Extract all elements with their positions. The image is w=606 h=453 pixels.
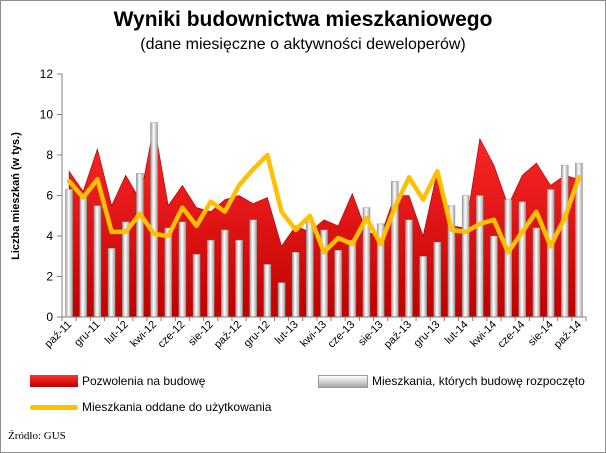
bar-started-gru-11 bbox=[93, 205, 102, 318]
x-tick-label-lut-14: lut-14 bbox=[443, 319, 471, 347]
legend-item-completed: Mieszkania oddane do użytkowania bbox=[30, 400, 271, 414]
x-tick-label-cze-14: cze-14 bbox=[496, 319, 528, 351]
legend-item-started: Mieszkania, których budowę rozpoczęto bbox=[318, 374, 585, 388]
legend-swatch-completed bbox=[30, 404, 78, 410]
bar-started-mar-14 bbox=[476, 195, 484, 318]
bar-started-sie-12 bbox=[206, 239, 215, 318]
x-tick-label-sie-14: sie-14 bbox=[526, 319, 556, 349]
x-tick-label-kwi-14: kwi-14 bbox=[468, 319, 499, 350]
bar-started-lis-12 bbox=[249, 219, 257, 318]
x-tick-label-paź-12: paź-12 bbox=[212, 319, 244, 351]
bar-started-paź-12 bbox=[235, 239, 243, 318]
y-tick-label-6: 6 bbox=[46, 189, 53, 203]
bar-started-maj-13 bbox=[334, 249, 342, 318]
bar-started-wrz-12 bbox=[221, 229, 229, 318]
legend-item-permits: Pozwolenia na budowę bbox=[30, 374, 205, 388]
x-tick-label-paź-13: paź-13 bbox=[382, 319, 414, 351]
y-tick-label-4: 4 bbox=[46, 229, 53, 243]
x-tick-label-cze-13: cze-13 bbox=[326, 319, 358, 351]
bar-started-gru-13 bbox=[433, 241, 442, 318]
legend-label-started: Mieszkania, których budowę rozpoczęto bbox=[372, 374, 585, 388]
y-axis-label: Liczba mieszkań (w tys.) bbox=[10, 132, 22, 260]
bars-layer bbox=[65, 122, 583, 318]
line-completed bbox=[66, 152, 582, 255]
bar-started-gru-12 bbox=[263, 264, 272, 318]
y-tick-label-12: 12 bbox=[40, 67, 54, 81]
bar-started-cze-12 bbox=[178, 221, 187, 318]
y-tick-label-8: 8 bbox=[46, 148, 53, 162]
bar-started-mar-12 bbox=[136, 172, 144, 318]
line-layer bbox=[66, 152, 582, 255]
bar-started-lut-13 bbox=[291, 251, 300, 318]
y-tick-label-10: 10 bbox=[40, 108, 54, 122]
legend-swatch-permits bbox=[30, 375, 78, 387]
bar-started-lut-12 bbox=[121, 221, 130, 318]
bar-started-paź-11 bbox=[65, 189, 73, 318]
bar-started-lis-11 bbox=[79, 197, 87, 318]
chart-subtitle: (dane miesięczne o aktywności deweloperó… bbox=[140, 36, 466, 53]
x-tick-label-cze-12: cze-12 bbox=[156, 319, 188, 351]
bar-started-sty-12 bbox=[107, 247, 116, 318]
x-tick-label-sie-12: sie-12 bbox=[186, 319, 216, 349]
bar-started-maj-12 bbox=[164, 227, 172, 318]
x-tick-label-lut-13: lut-13 bbox=[273, 319, 301, 347]
x-tick-label-kwi-12: kwi-12 bbox=[128, 319, 159, 350]
legend-label-permits: Pozwolenia na budowę bbox=[82, 374, 206, 388]
x-tick-label-lut-12: lut-12 bbox=[103, 319, 131, 347]
bar-started-sty-13 bbox=[277, 282, 286, 318]
bar-started-maj-14 bbox=[504, 199, 512, 318]
bar-started-lis-13 bbox=[419, 256, 427, 318]
x-tick-label-kwi-13: kwi-13 bbox=[298, 319, 329, 350]
bar-started-cze-13 bbox=[348, 239, 357, 318]
bar-started-sie-14 bbox=[546, 189, 555, 318]
bar-started-lip-14 bbox=[532, 227, 541, 318]
x-tick-label-paź-14: paź-14 bbox=[552, 319, 584, 351]
bar-started-lip-12 bbox=[192, 253, 201, 318]
bar-started-kwi-12 bbox=[150, 122, 158, 318]
bar-started-lut-14 bbox=[461, 195, 470, 318]
source-note: Źródło: GUS bbox=[8, 430, 66, 442]
chart-title: Wyniki budownictwa mieszkaniowego bbox=[113, 8, 493, 31]
legend-label-completed: Mieszkania oddane do użytkowania bbox=[82, 400, 272, 414]
y-tick-label-0: 0 bbox=[46, 310, 53, 324]
x-tick-label-gru-11: gru-11 bbox=[72, 319, 102, 349]
bar-started-paź-13 bbox=[405, 219, 413, 318]
bar-started-kwi-14 bbox=[490, 235, 498, 318]
bar-started-mar-13 bbox=[306, 221, 314, 318]
legend-swatch-started bbox=[318, 374, 368, 388]
bar-started-cze-14 bbox=[518, 201, 527, 318]
bar-started-wrz-14 bbox=[561, 164, 569, 318]
y-tick-label-2: 2 bbox=[46, 270, 53, 284]
x-tick-label-gru-12: gru-12 bbox=[242, 319, 273, 350]
x-tick-label-sie-13: sie-13 bbox=[356, 319, 386, 349]
x-tick-label-gru-13: gru-13 bbox=[411, 319, 442, 350]
